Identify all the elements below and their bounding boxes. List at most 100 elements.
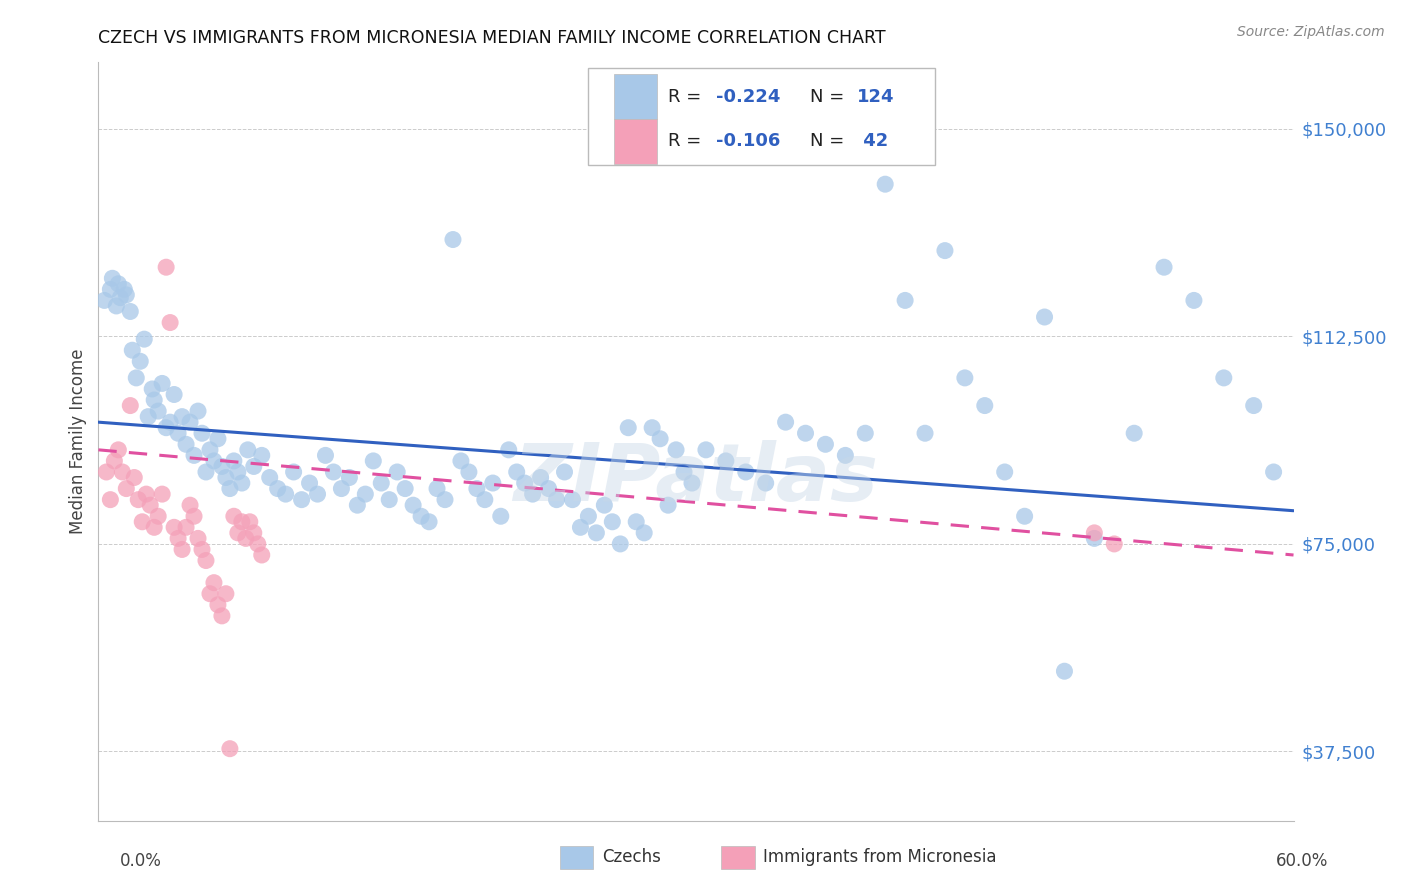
Point [734, 465, 756, 479]
Point [775, 415, 797, 429]
Point [231, 476, 253, 491]
Point [226, 525, 249, 540]
Text: N =: N = [810, 87, 849, 105]
Point [202, 575, 225, 590]
Point [657, 498, 679, 512]
Point [107, 277, 129, 291]
Point [1243, 399, 1265, 413]
Point [115, 482, 138, 496]
Point [105, 299, 128, 313]
Point [641, 420, 664, 434]
Point [163, 387, 186, 401]
Point [167, 532, 190, 546]
Point [179, 498, 201, 512]
Y-axis label: Median Family Income: Median Family Income [69, 349, 87, 534]
Point [267, 482, 290, 496]
FancyBboxPatch shape [589, 68, 935, 165]
Point [474, 492, 496, 507]
Point [513, 476, 536, 491]
Point [131, 515, 153, 529]
Point [973, 399, 995, 413]
Point [191, 542, 214, 557]
Point [681, 476, 703, 491]
Point [522, 487, 544, 501]
Point [187, 404, 209, 418]
FancyBboxPatch shape [613, 119, 657, 164]
Point [385, 465, 409, 479]
Point [172, 409, 194, 424]
Point [243, 459, 266, 474]
Point [554, 465, 576, 479]
Point [322, 465, 344, 479]
Point [219, 741, 242, 756]
Text: N =: N = [810, 132, 849, 151]
Point [243, 525, 266, 540]
Point [506, 465, 529, 479]
Text: Czechs: Czechs [602, 848, 661, 866]
Point [167, 426, 190, 441]
Point [93, 293, 115, 308]
Point [211, 459, 233, 474]
Point [665, 442, 688, 457]
Point [112, 282, 135, 296]
Point [195, 553, 218, 567]
Point [259, 470, 281, 484]
Point [125, 371, 148, 385]
Point [914, 426, 936, 441]
Point [239, 515, 262, 529]
Point [602, 515, 624, 529]
Point [617, 420, 640, 434]
Point [346, 498, 368, 512]
Point [1053, 664, 1076, 678]
Point [111, 465, 134, 479]
Point [1182, 293, 1205, 308]
Point [465, 482, 488, 496]
Point [354, 487, 377, 501]
Point [150, 487, 173, 501]
Text: 60.0%: 60.0% [1277, 852, 1329, 870]
Point [148, 509, 170, 524]
Point [593, 498, 616, 512]
Point [994, 465, 1017, 479]
Point [124, 470, 146, 484]
Text: CZECH VS IMMIGRANTS FROM MICRONESIA MEDIAN FAMILY INCOME CORRELATION CHART: CZECH VS IMMIGRANTS FROM MICRONESIA MEDI… [98, 29, 886, 47]
Point [585, 525, 607, 540]
Point [141, 382, 163, 396]
Text: 42: 42 [858, 132, 889, 151]
Point [207, 432, 229, 446]
Point [648, 432, 672, 446]
Point [134, 332, 156, 346]
Point [609, 537, 631, 551]
Point [315, 449, 337, 463]
Point [363, 454, 385, 468]
Point [222, 509, 245, 524]
Point [143, 520, 166, 534]
Point [1033, 310, 1056, 324]
Point [231, 515, 253, 529]
Point [834, 449, 856, 463]
Point [1153, 260, 1175, 275]
Point [219, 482, 242, 496]
Point [226, 465, 249, 479]
Point [135, 487, 157, 501]
FancyBboxPatch shape [613, 74, 657, 119]
Point [98, 282, 122, 296]
Point [96, 465, 118, 479]
Text: Immigrants from Micronesia: Immigrants from Micronesia [763, 848, 997, 866]
Point [755, 476, 778, 491]
Point [330, 482, 353, 496]
Point [441, 233, 464, 247]
Point [1212, 371, 1234, 385]
Point [633, 525, 655, 540]
Point [626, 515, 648, 529]
Point [953, 371, 976, 385]
Point [179, 415, 201, 429]
Point [274, 487, 297, 501]
Point [107, 442, 129, 457]
Point [370, 476, 392, 491]
Point [714, 454, 737, 468]
Point [250, 449, 273, 463]
Point [853, 426, 876, 441]
Point [115, 288, 138, 302]
Point [894, 293, 917, 308]
